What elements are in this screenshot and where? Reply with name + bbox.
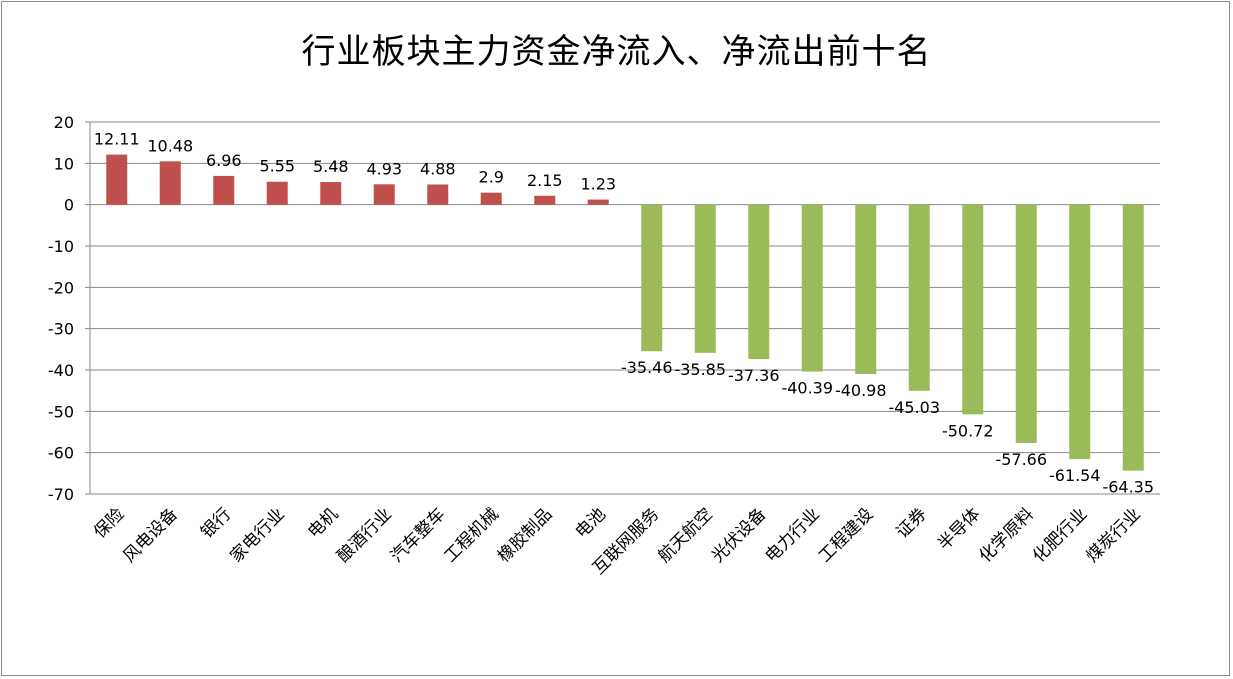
data-label: 5.48 xyxy=(313,157,349,176)
bar xyxy=(213,175,235,205)
data-label: -35.46 xyxy=(621,358,673,377)
bar xyxy=(962,204,984,415)
category-label: 煤炭行业 xyxy=(1083,504,1145,566)
bars xyxy=(106,154,1144,471)
data-label: 6.96 xyxy=(206,151,242,170)
bar xyxy=(641,204,663,352)
data-labels: 12.11 10.48 6.96 5.55 5.48 4.93 4.88 2.9 2.15 1.2… xyxy=(94,130,1154,497)
data-label: -50.72 xyxy=(942,421,994,440)
data-label: 2.15 xyxy=(527,171,563,190)
category-label: 化肥行业 xyxy=(1029,504,1091,566)
bar xyxy=(320,182,342,205)
data-label: 10.48 xyxy=(147,136,193,155)
bar xyxy=(1069,204,1091,460)
chart-title: 行业板块主力资金净流入、净流出前十名 xyxy=(301,32,932,72)
y-tick-label: -20 xyxy=(48,278,74,297)
category-label: 光伏设备 xyxy=(708,504,770,566)
y-tick-label: 10 xyxy=(54,154,74,173)
bar xyxy=(801,204,823,372)
data-label: -35.85 xyxy=(674,360,726,379)
bar xyxy=(908,204,930,391)
data-label: -64.35 xyxy=(1102,478,1154,497)
data-label: -37.36 xyxy=(728,366,780,385)
category-label: 风电设备 xyxy=(120,504,182,566)
category-label: 保险 xyxy=(90,504,128,542)
bar xyxy=(159,161,181,205)
bar xyxy=(587,199,609,205)
bar xyxy=(855,204,877,375)
data-label: 4.88 xyxy=(420,159,456,178)
category-label: 银行 xyxy=(197,504,235,542)
data-label: 12.11 xyxy=(94,130,140,149)
y-tick-label: -40 xyxy=(48,361,74,380)
data-label: -57.66 xyxy=(995,450,1047,469)
data-label: 2.9 xyxy=(479,168,504,187)
data-label: 1.23 xyxy=(580,175,616,194)
bar xyxy=(427,184,449,205)
category-label: 电池 xyxy=(572,504,610,542)
category-label: 半导体 xyxy=(934,504,984,554)
bar xyxy=(480,192,502,205)
y-tick-label: -30 xyxy=(48,320,74,339)
category-label: 工程建设 xyxy=(815,504,877,566)
bar xyxy=(1015,204,1037,443)
category-label: 电机 xyxy=(304,504,342,542)
y-tick-label: -10 xyxy=(48,237,74,256)
data-label: -61.54 xyxy=(1049,466,1101,485)
y-tick-label: -70 xyxy=(48,485,74,504)
category-label: 证券 xyxy=(893,504,931,542)
category-label: 化学原料 xyxy=(976,504,1038,566)
bar xyxy=(106,154,128,205)
gridlines xyxy=(85,121,1160,495)
y-tick-label: -50 xyxy=(48,402,74,421)
data-label: -40.39 xyxy=(781,379,833,398)
category-label: 汽车整车 xyxy=(387,504,449,566)
bar xyxy=(534,195,556,205)
category-label: 酿酒行业 xyxy=(334,504,396,566)
category-label: 工程机械 xyxy=(441,504,503,566)
category-label: 电力行业 xyxy=(762,504,824,566)
data-label: 5.55 xyxy=(259,157,295,176)
category-label: 橡胶制品 xyxy=(494,504,556,566)
bar xyxy=(266,181,288,205)
y-tick-label: -60 xyxy=(48,444,74,463)
bar xyxy=(373,184,395,205)
data-label: -45.03 xyxy=(888,398,940,417)
category-label: 家电行业 xyxy=(227,504,289,566)
category-label: 航天航空 xyxy=(655,504,717,566)
bar xyxy=(1122,204,1144,471)
data-label: 4.93 xyxy=(366,159,402,178)
data-label: -40.98 xyxy=(835,381,887,400)
y-tick-label: 20 xyxy=(54,113,74,132)
bar xyxy=(694,204,716,353)
y-tick-label: 0 xyxy=(64,196,74,215)
bar xyxy=(748,204,770,360)
y-axis-tick-labels: 20 10 0 -10 -20 -30 -40 -50 -60 -70 xyxy=(48,113,74,504)
